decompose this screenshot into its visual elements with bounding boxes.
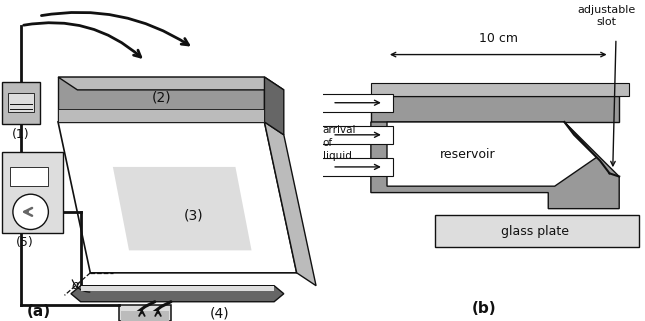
- Text: (a): (a): [26, 304, 51, 319]
- Polygon shape: [58, 77, 264, 122]
- Text: (1): (1): [12, 128, 30, 141]
- Text: arrival
of
liquid: arrival of liquid: [322, 125, 356, 161]
- Text: (b): (b): [471, 301, 496, 316]
- Polygon shape: [371, 83, 629, 96]
- Circle shape: [13, 194, 48, 230]
- Polygon shape: [58, 122, 297, 273]
- Text: adjustable
slot: adjustable slot: [577, 5, 635, 27]
- Polygon shape: [81, 286, 274, 291]
- Polygon shape: [371, 96, 619, 122]
- Text: 10 cm: 10 cm: [479, 32, 518, 45]
- Polygon shape: [71, 286, 284, 302]
- Polygon shape: [58, 77, 284, 90]
- Polygon shape: [113, 167, 252, 250]
- Polygon shape: [435, 215, 639, 247]
- Text: glass plate: glass plate: [501, 225, 570, 238]
- FancyBboxPatch shape: [10, 167, 48, 186]
- Text: (4): (4): [210, 307, 229, 321]
- Polygon shape: [264, 122, 316, 286]
- Text: (5): (5): [16, 236, 34, 249]
- Polygon shape: [387, 122, 597, 186]
- FancyBboxPatch shape: [1, 152, 63, 233]
- FancyBboxPatch shape: [119, 305, 171, 321]
- Polygon shape: [319, 158, 393, 176]
- FancyBboxPatch shape: [8, 93, 34, 112]
- FancyBboxPatch shape: [1, 82, 41, 124]
- FancyBboxPatch shape: [121, 311, 169, 321]
- Text: (2): (2): [152, 91, 171, 105]
- Text: reservoir: reservoir: [440, 148, 495, 160]
- Polygon shape: [264, 77, 284, 135]
- Polygon shape: [319, 94, 393, 112]
- Text: α: α: [72, 279, 80, 292]
- Polygon shape: [371, 122, 619, 209]
- Text: (3): (3): [184, 208, 203, 222]
- Polygon shape: [58, 109, 264, 122]
- Polygon shape: [319, 126, 393, 144]
